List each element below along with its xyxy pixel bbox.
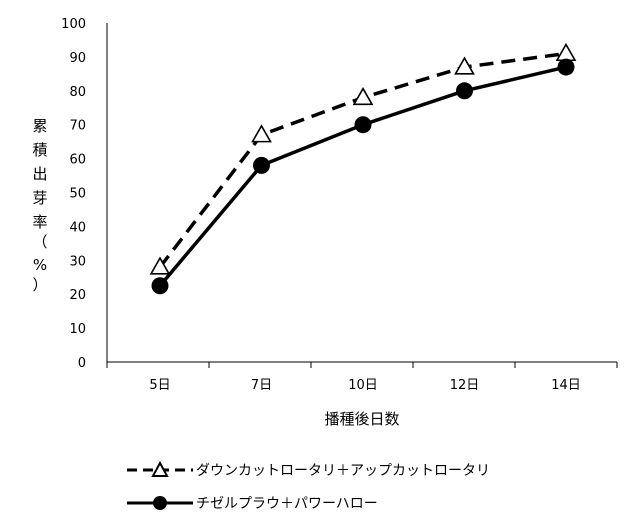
series-1-point xyxy=(251,124,272,143)
legend-label-series-2: チゼルプラウ＋パワーハロー xyxy=(196,496,378,512)
x-tick-label: 7日 xyxy=(251,378,272,393)
series-2-point xyxy=(253,156,270,174)
y-tick-label: 10 xyxy=(69,322,86,337)
y-tick-label: 50 xyxy=(69,187,86,202)
y-axis-title-char: 積 xyxy=(32,141,47,159)
x-tick-label: 14日 xyxy=(551,378,581,393)
series-1-point xyxy=(555,42,577,62)
x-tick-marks xyxy=(106,362,618,368)
legend-circle-marker xyxy=(153,496,167,510)
y-axis-title-char: 率 xyxy=(32,213,47,231)
legend-label-series-1: ダウンカットロータリ＋アップカットロータリ xyxy=(196,463,490,479)
x-axis-title: 播種後日数 xyxy=(324,410,399,428)
y-tick-label: 70 xyxy=(69,119,86,134)
y-tick-label: 100 xyxy=(61,17,86,32)
series-2-point xyxy=(354,116,372,134)
series-1-point xyxy=(454,56,475,75)
legend-item-series-1: ダウンカットロータリ＋アップカットロータリ xyxy=(127,460,490,479)
legend: ダウンカットロータリ＋アップカットロータリ チゼルプラウ＋パワーハロー xyxy=(127,460,490,512)
legend-triangle-marker xyxy=(151,460,169,477)
y-tick-label: 20 xyxy=(69,288,86,303)
series-line-1 xyxy=(158,51,567,269)
y-tick-label: 30 xyxy=(69,254,86,269)
y-axis-title-char: （ xyxy=(32,233,47,251)
series-layer xyxy=(149,42,577,295)
y-tick-label: 90 xyxy=(69,51,86,66)
legend-item-series-2: チゼルプラウ＋パワーハロー xyxy=(127,496,378,512)
y-tick-label: 40 xyxy=(69,220,86,235)
series-2-point xyxy=(557,58,575,76)
x-tick-label: 5日 xyxy=(149,378,170,393)
y-axis-title-char: ） xyxy=(32,276,47,294)
y-tick-label: 80 xyxy=(69,85,86,100)
series-2-point xyxy=(151,277,169,295)
series-1-point xyxy=(352,86,374,106)
y-axis-title-char: % xyxy=(33,256,47,274)
y-tick-label: 60 xyxy=(69,153,86,168)
x-tick-labels: 5日 7日 10日 12日 14日 xyxy=(149,378,580,393)
y-tick-label: 0 xyxy=(78,356,86,371)
y-axis-title-char: 芽 xyxy=(32,189,47,207)
series-1-point xyxy=(149,256,171,275)
y-axis-title-char: 出 xyxy=(32,165,47,183)
x-tick-label: 10日 xyxy=(348,378,378,393)
y-axis-title: 累 積 出 芽 率 （ % ） xyxy=(32,117,47,294)
series-2-point xyxy=(456,82,473,100)
y-tick-labels: 0 10 20 30 40 50 60 70 80 90 100 xyxy=(61,17,86,371)
x-tick-label: 12日 xyxy=(450,378,480,393)
y-axis-title-char: 累 xyxy=(32,117,47,135)
